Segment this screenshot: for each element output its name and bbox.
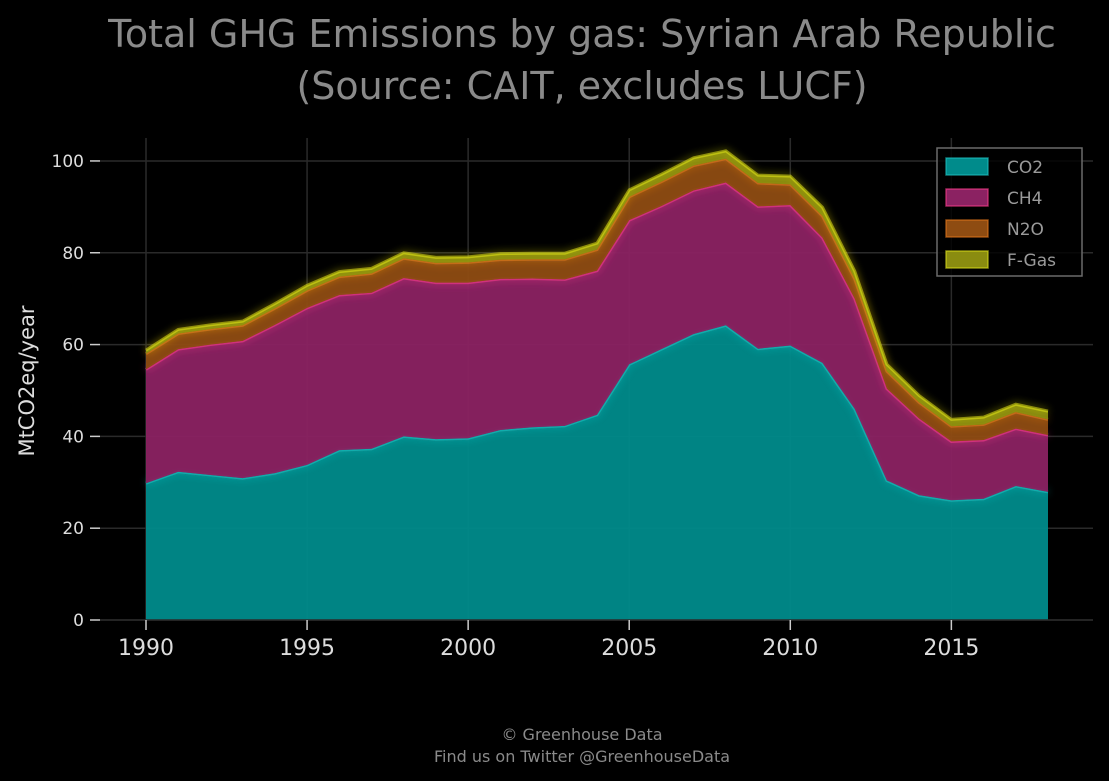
footer-twitter: Find us on Twitter @GreenhouseData xyxy=(433,747,731,766)
legend-label-f-gas: F-Gas xyxy=(1007,251,1056,271)
y-tick-label: 40 xyxy=(62,427,84,447)
legend-swatch-f-gas xyxy=(945,250,989,269)
legend-swatch-co2 xyxy=(945,157,989,176)
series-areas xyxy=(145,149,1049,620)
y-tick-label: 60 xyxy=(62,336,84,356)
legend-swatch-n2o xyxy=(945,219,989,238)
area-ch4 xyxy=(146,182,1048,501)
x-tick-label: 2005 xyxy=(601,636,657,661)
chart-title-line2: (Source: CAIT, excludes LUCF) xyxy=(296,64,868,108)
legend-label-ch4: CH4 xyxy=(1007,189,1042,209)
legend-label-n2o: N2O xyxy=(1007,220,1044,240)
legend: CO2 CH4 N2O F-Gas xyxy=(936,147,1083,277)
line-co2 xyxy=(145,323,1049,502)
y-tick-label: 20 xyxy=(62,519,84,539)
footer: © Greenhouse Data Find us on Twitter @Gr… xyxy=(0,724,1109,768)
axes: 0 20 40 60 80 100 1990 1995 2000 2005 2010 2015 xyxy=(52,152,1093,661)
area-co2 xyxy=(146,325,1048,620)
line-f-gas xyxy=(145,149,1049,421)
y-tick-label: 0 xyxy=(73,611,84,631)
x-tick-label: 1990 xyxy=(118,636,174,661)
area-n2o xyxy=(146,158,1048,442)
y-tick-label: 80 xyxy=(62,244,84,264)
x-tick-label: 2015 xyxy=(923,636,979,661)
x-tick-label: 1995 xyxy=(279,636,335,661)
legend-label-co2: CO2 xyxy=(1007,158,1043,178)
chart-title-line1: Total GHG Emissions by gas: Syrian Arab … xyxy=(108,12,1056,56)
y-tick-label: 100 xyxy=(52,152,84,172)
chart-title: Total GHG Emissions by gas: Syrian Arab … xyxy=(0,8,1109,112)
x-tick-label: 2010 xyxy=(762,636,818,661)
x-tick-label: 2000 xyxy=(440,636,496,661)
legend-swatch-ch4 xyxy=(945,188,989,207)
footer-copyright: © Greenhouse Data xyxy=(501,725,663,744)
y-axis-label: MtCO2eq/year xyxy=(15,305,39,456)
